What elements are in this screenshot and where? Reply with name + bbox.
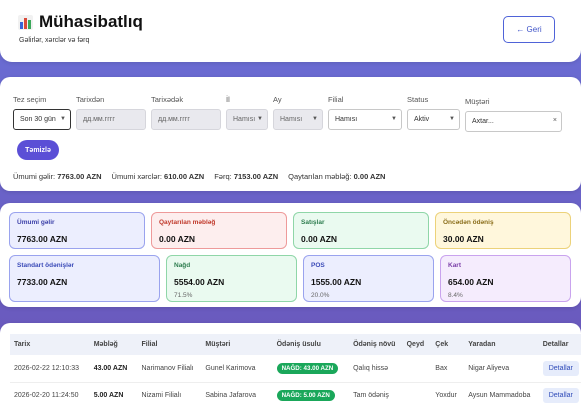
transactions-table: Tarix Məbləğ Filial Müştəri Ödəniş üsulu… bbox=[10, 334, 581, 408]
cell-payment-type: Tam ödəniş bbox=[349, 382, 403, 408]
diff-summary-label: Fərq: bbox=[214, 172, 232, 181]
month-label: Ay bbox=[273, 95, 282, 104]
filters-card: Tez seçim Son 30 gün ▼ Tarixdən дд.мм.ггг… bbox=[0, 77, 581, 191]
customer-search-input[interactable]: Axtar... × bbox=[465, 111, 562, 132]
column-header[interactable]: Qeyd bbox=[402, 334, 432, 355]
cell-customer: Gunel Karimova bbox=[201, 355, 273, 383]
date-from-label: Tarixdən bbox=[76, 95, 105, 104]
date-to-input[interactable]: дд.мм.гггг bbox=[151, 109, 221, 130]
branch-label: Filial bbox=[328, 95, 344, 104]
expense-summary-value: 610.00 AZN bbox=[164, 172, 205, 181]
stat-total-income: Ümumi gəlir 7763.00 AZN bbox=[9, 212, 145, 249]
chevron-down-icon: ▼ bbox=[312, 116, 318, 122]
stat-standard-payments: Standart ödənişlər 7733.00 AZN bbox=[9, 255, 160, 302]
chevron-down-icon: ▼ bbox=[391, 116, 397, 122]
cell-branch: Nizami Filialı bbox=[137, 382, 202, 408]
column-header[interactable]: Müştəri bbox=[201, 334, 273, 355]
year-select[interactable]: Hamısı ▼ bbox=[226, 109, 268, 130]
expense-summary-label: Ümumi xərclər: bbox=[111, 172, 162, 181]
returned-summary-value: 0.00 AZN bbox=[353, 172, 386, 181]
cell-customer: Sabina Jafarova bbox=[201, 382, 273, 408]
income-summary-label: Ümumi gəlir: bbox=[13, 172, 56, 181]
quick-select-dropdown[interactable]: Son 30 gün ▼ bbox=[13, 109, 71, 130]
stat-card: Kart 654.00 AZN 8.4% bbox=[440, 255, 571, 302]
back-button[interactable]: ← Geri bbox=[503, 16, 555, 43]
cell-receipt: Yoxdur bbox=[431, 382, 465, 408]
stat-cash: Nağd 5554.00 AZN 71.5% bbox=[166, 255, 297, 302]
cell-date: 2026-02-20 11:24:50 bbox=[10, 382, 90, 408]
cell-branch: Narimanov Filialı bbox=[137, 355, 202, 383]
page-subtitle: Gəlirlər, xərclər və fərq bbox=[19, 37, 90, 44]
chevron-down-icon: ▼ bbox=[449, 116, 455, 122]
table-row: 2026-02-22 12:10:33 43.00 AZN Narimanov … bbox=[10, 355, 581, 383]
column-header[interactable]: Filial bbox=[137, 334, 202, 355]
customer-label: Müştəri bbox=[465, 97, 490, 106]
cell-receipt[interactable]: Bax bbox=[431, 355, 465, 383]
transactions-card: Tarix Məbləğ Filial Müştəri Ödəniş üsulu… bbox=[0, 323, 581, 408]
cell-creator: Nigar Aliyeva bbox=[464, 355, 539, 383]
cell-amount: 5.00 AZN bbox=[89, 382, 138, 408]
table-header-row: Tarix Məbləğ Filial Müştəri Ödəniş üsulu… bbox=[10, 334, 581, 355]
column-header[interactable]: Ödəniş üsulu bbox=[272, 334, 350, 355]
stat-prepayment: Öncədən ödəniş 30.00 AZN bbox=[435, 212, 571, 249]
column-header[interactable]: Məbləğ bbox=[89, 334, 138, 355]
details-button[interactable]: Detallar bbox=[542, 360, 579, 376]
status-label: Status bbox=[407, 95, 429, 104]
header-card: Mühasibatlıq Gəlirlər, xərclər və fərq ←… bbox=[0, 0, 581, 62]
payment-method-badge: NAĞD: 43.00 AZN bbox=[276, 362, 339, 374]
payment-method-badge: NAĞD: 5.00 AZN bbox=[276, 390, 335, 401]
diff-summary-value: 7153.00 AZN bbox=[233, 172, 279, 181]
column-header[interactable]: Ödəniş növü bbox=[349, 334, 403, 355]
cell-amount: 43.00 AZN bbox=[89, 355, 138, 383]
cell-details: Detallar bbox=[538, 355, 581, 383]
page-title: Mühasibatlıq bbox=[39, 12, 143, 31]
cell-note bbox=[402, 355, 432, 383]
bar-chart-icon bbox=[18, 14, 33, 30]
stats-card: Ümumi gəlir 7763.00 AZN Qaytarılan məblə… bbox=[0, 203, 581, 307]
cell-creator: Aysun Mammadoba bbox=[464, 382, 539, 408]
branch-select[interactable]: Hamısı ▼ bbox=[328, 109, 402, 130]
column-header[interactable]: Yaradan bbox=[464, 334, 539, 355]
month-select[interactable]: Hamısı ▼ bbox=[273, 109, 323, 130]
stat-returned: Qaytarılan məbləğ 0.00 AZN bbox=[151, 212, 287, 249]
column-header[interactable]: Tarix bbox=[10, 334, 90, 355]
close-icon[interactable]: × bbox=[552, 117, 557, 124]
year-label: İl bbox=[226, 95, 230, 104]
cell-note bbox=[402, 382, 432, 408]
returned-summary-label: Qaytarılan məbləğ: bbox=[288, 172, 352, 181]
summary-line: Ümumi gəlir: 7763.00 AZN Ümumi xərclər: … bbox=[13, 172, 385, 181]
column-header[interactable]: Çek bbox=[431, 334, 465, 355]
status-select[interactable]: Aktiv ▼ bbox=[407, 109, 460, 130]
chevron-down-icon: ▼ bbox=[60, 116, 66, 122]
chevron-down-icon: ▼ bbox=[257, 116, 263, 122]
income-summary-value: 7763.00 AZN bbox=[57, 172, 102, 181]
cell-details: Detallar bbox=[538, 382, 581, 408]
cell-payment-type: Qalıq hissə bbox=[349, 355, 403, 383]
quick-select-label: Tez seçim bbox=[13, 95, 47, 104]
cell-payment-method: NAĞD: 43.00 AZN bbox=[272, 355, 350, 383]
page-title-row: Mühasibatlıq bbox=[18, 12, 143, 32]
cell-date: 2026-02-22 12:10:33 bbox=[10, 355, 90, 383]
column-header[interactable]: Detallar bbox=[538, 334, 581, 355]
table-row: 2026-02-20 11:24:50 5.00 AZN Nizami Fili… bbox=[10, 382, 581, 408]
stat-sales: Satışlar 0.00 AZN bbox=[293, 212, 429, 249]
date-to-label: Tarixədək bbox=[151, 95, 184, 104]
clear-filters-button[interactable]: Təmizlə bbox=[17, 140, 59, 160]
details-button[interactable]: Detallar bbox=[542, 388, 579, 403]
cell-payment-method: NAĞD: 5.00 AZN bbox=[272, 382, 350, 408]
date-from-input[interactable]: дд.мм.гггг bbox=[76, 109, 146, 130]
stat-pos: POS 1555.00 AZN 20.0% bbox=[303, 255, 434, 302]
